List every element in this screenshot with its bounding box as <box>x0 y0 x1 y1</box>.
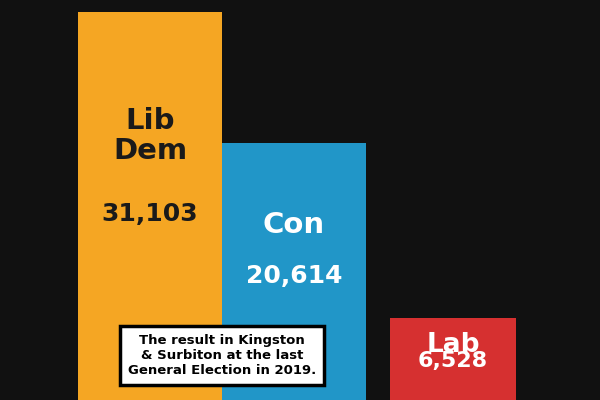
Bar <box>78 12 222 400</box>
Text: 20,614: 20,614 <box>246 264 342 288</box>
Text: 6,528: 6,528 <box>418 351 488 371</box>
Text: Lab: Lab <box>426 332 480 358</box>
Bar <box>390 318 516 400</box>
Text: Lib
Dem: Lib Dem <box>113 107 187 165</box>
Bar <box>222 143 366 400</box>
Text: Con: Con <box>263 211 325 239</box>
Text: 31,103: 31,103 <box>101 202 199 226</box>
Text: The result in Kingston
& Surbiton at the last
General Election in 2019.: The result in Kingston & Surbiton at the… <box>128 334 316 377</box>
